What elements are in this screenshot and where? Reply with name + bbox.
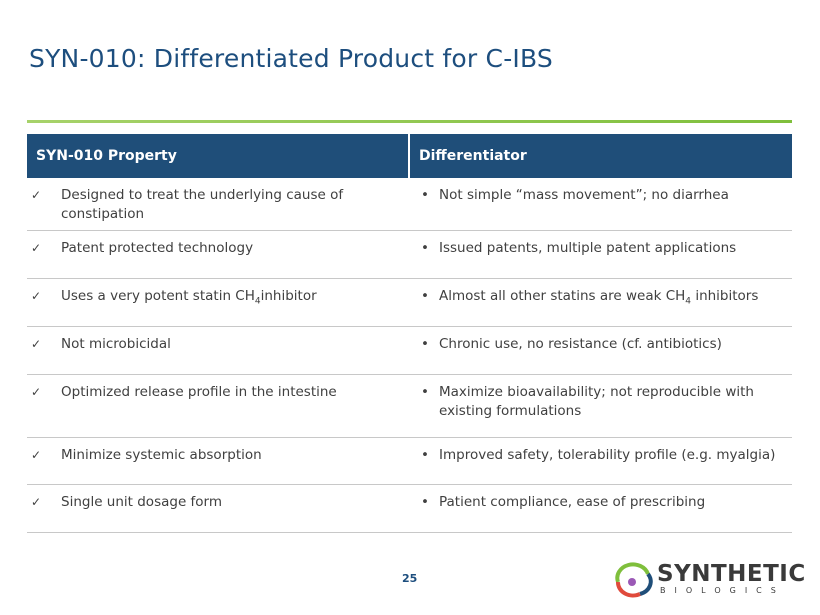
table-body: Designed to treat the underlying cause o… [27, 178, 792, 533]
table-cell: Patent protected technology [27, 230, 409, 279]
column-header: SYN-010 Property [27, 134, 409, 178]
table-cell: Almost all other statins are weak CH4 in… [409, 278, 792, 327]
logo-tagline: BIOLOGICS [660, 586, 785, 595]
table-row: Patent protected technologyIssued patent… [27, 230, 792, 279]
logo-name: SYNTHETIC [657, 561, 806, 587]
cell-text: Almost all other statins are weak CH [439, 288, 686, 304]
table-cell: Uses a very potent statin CH4inhibitor [27, 278, 409, 327]
header-row: SYN-010 Property Differentiator [27, 134, 792, 178]
cell-text: inhibitors [691, 288, 759, 304]
table-cell: Chronic use, no resistance (cf. antibiot… [409, 326, 792, 375]
table-cell: Not microbicidal [27, 326, 409, 375]
subscript: 4 [685, 296, 692, 307]
column-header: Differentiator [408, 134, 792, 178]
table: SYN-010 Property Differentiator Designed… [27, 134, 792, 533]
divider [27, 120, 792, 123]
table-row: Uses a very potent statin CH4inhibitorAl… [27, 278, 792, 327]
cell-text: inhibitor [260, 288, 317, 304]
table-cell: Improved safety, tolerability profile (e… [409, 437, 792, 485]
table-cell: Not simple “mass movement”; no diarrhea [409, 178, 792, 231]
table-cell: Issued patents, multiple patent applicat… [409, 230, 792, 279]
page-number: 25 [402, 572, 418, 585]
table-row: Minimize systemic absorptionImproved saf… [27, 437, 792, 485]
table-row: Not microbicidalChronic use, no resistan… [27, 326, 792, 375]
cell-text: Uses a very potent statin CH [61, 288, 255, 304]
title: SYN-010: Differentiated Product for C-IB… [29, 44, 553, 73]
table-cell: Optimized release profile in the intesti… [27, 374, 409, 438]
table-cell: Designed to treat the underlying cause o… [27, 178, 409, 231]
subscript: 4 [254, 296, 261, 307]
table-row: Single unit dosage formPatient complianc… [27, 484, 792, 533]
logo-icon [615, 562, 653, 598]
table-cell: Patient compliance, ease of prescribing [409, 484, 792, 533]
table-cell: Minimize systemic absorption [27, 437, 409, 485]
table-row: Designed to treat the underlying cause o… [27, 178, 792, 231]
table-cell: Maximize bioavailability; not reproducib… [409, 374, 792, 438]
table-cell: Single unit dosage form [27, 484, 409, 533]
table-row: Optimized release profile in the intesti… [27, 374, 792, 438]
